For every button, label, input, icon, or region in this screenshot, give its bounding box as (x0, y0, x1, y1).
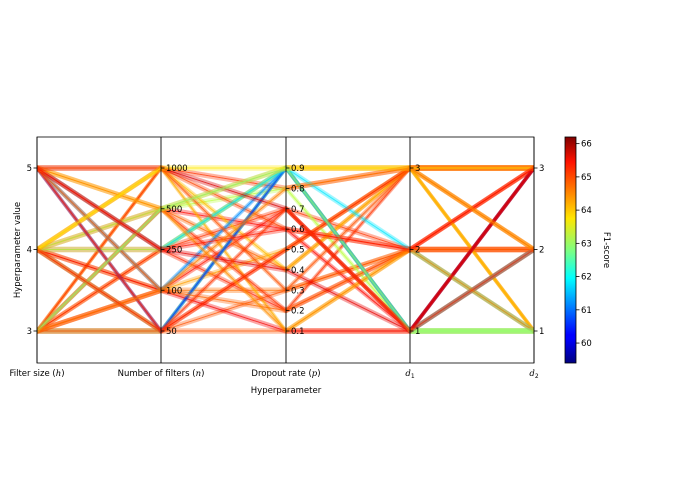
axis-2-tick-label-1: 0.2 (291, 307, 305, 317)
axis-2-tick-label-5: 0.6 (291, 225, 305, 235)
axis-2-tick-label-2: 0.3 (291, 286, 305, 296)
axis-4-label: d2 (529, 369, 538, 380)
axis-1-tick-label-0: 50 (166, 327, 177, 337)
axis-3-tick-label-0: 1 (415, 327, 420, 337)
axis-2-tick-label-8: 0.9 (291, 164, 305, 174)
axis-2-tick-label-7: 0.8 (291, 184, 305, 194)
colorbar-gradient (564, 136, 577, 364)
data-lines (37, 164, 534, 335)
x-axis-label: Hyperparameter (251, 386, 322, 396)
axis-0-tick-label-0: 3 (27, 327, 32, 337)
colorbar-tick-label-1: 61 (581, 306, 592, 316)
colorbar-ticks: 60 61 62 63 64 65 66 (576, 140, 592, 349)
axis-1-tick-label-1: 100 (166, 286, 182, 296)
axis-4-tick-label-0: 1 (539, 327, 544, 337)
colorbar-tick-label-4: 64 (581, 206, 592, 216)
axis-2-tick-label-3: 0.4 (291, 266, 305, 276)
axis-0-tick-label-2: 5 (27, 164, 32, 174)
colorbar-tick-label-0: 60 (581, 339, 592, 349)
axis-3-tick-label-1: 2 (415, 246, 420, 256)
colorbar-label: F1-score (601, 232, 611, 268)
colorbar-tick-label-2: 62 (581, 273, 592, 283)
axes: 3 4 5 Filter size (h) 50 100 250 500 1000 Number … (9, 137, 544, 380)
axis-2-tick-label-6: 0.7 (291, 205, 305, 215)
axis-1-tick-label-2: 250 (166, 246, 182, 256)
axis-4-tick-label-2: 3 (539, 164, 544, 174)
axis-0-tick-label-1: 4 (27, 246, 32, 256)
axis-3-label: d1 (405, 369, 414, 380)
y-axis-label: Hyperparameter value (13, 202, 23, 298)
axis-2-tick-label-0: 0.1 (291, 327, 305, 337)
axis-2-tick-label-4: 0.5 (291, 246, 305, 256)
colorbar-tick-label-3: 63 (581, 239, 592, 249)
axis-0-label: Filter size (h) (9, 369, 64, 379)
colorbar-tick-label-6: 66 (581, 140, 592, 150)
axis-4-tick-label-1: 2 (539, 246, 544, 256)
axis-3-tick-label-2: 3 (415, 164, 420, 174)
colorbar-tick-label-5: 65 (581, 173, 592, 183)
axis-1-tick-label-3: 500 (166, 205, 182, 215)
axis-1-tick-label-4: 1000 (166, 164, 188, 174)
axis-2-label: Dropout rate (p) (251, 369, 320, 379)
axis-1-label: Number of filters (n) (118, 369, 205, 379)
colorbar: 60 61 62 63 64 65 66 F1-score (564, 136, 611, 364)
